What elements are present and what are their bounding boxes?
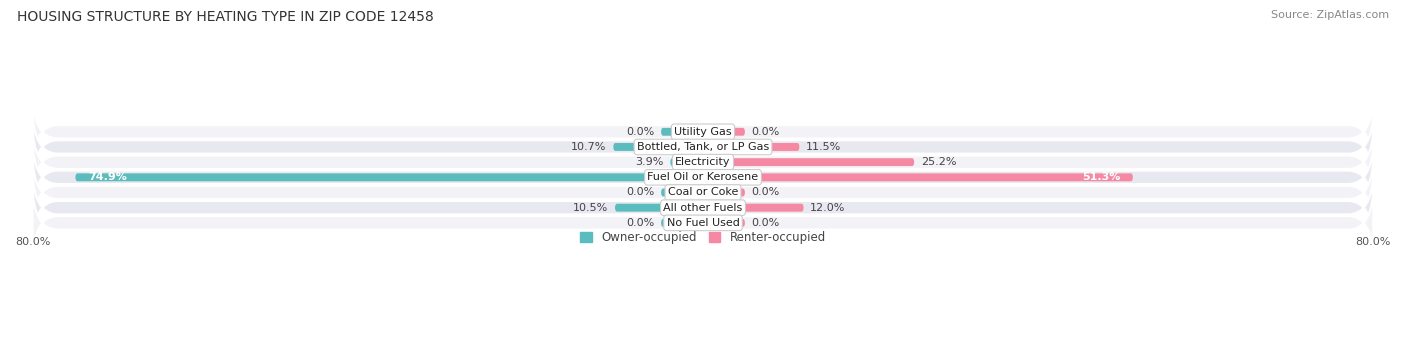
Text: 25.2%: 25.2% — [921, 157, 956, 167]
FancyBboxPatch shape — [703, 143, 800, 151]
FancyBboxPatch shape — [614, 204, 703, 212]
Text: 10.7%: 10.7% — [571, 142, 606, 152]
Text: 0.0%: 0.0% — [752, 218, 780, 228]
FancyBboxPatch shape — [703, 204, 804, 212]
Text: HOUSING STRUCTURE BY HEATING TYPE IN ZIP CODE 12458: HOUSING STRUCTURE BY HEATING TYPE IN ZIP… — [17, 10, 433, 24]
FancyBboxPatch shape — [671, 158, 703, 166]
FancyBboxPatch shape — [703, 189, 745, 196]
FancyBboxPatch shape — [661, 189, 703, 196]
FancyBboxPatch shape — [32, 108, 1374, 186]
Text: Electricity: Electricity — [675, 157, 731, 167]
Text: Bottled, Tank, or LP Gas: Bottled, Tank, or LP Gas — [637, 142, 769, 152]
Text: 11.5%: 11.5% — [806, 142, 841, 152]
FancyBboxPatch shape — [703, 128, 745, 136]
Text: Coal or Coke: Coal or Coke — [668, 188, 738, 197]
Text: Utility Gas: Utility Gas — [675, 127, 731, 137]
FancyBboxPatch shape — [76, 173, 703, 181]
Text: 12.0%: 12.0% — [810, 203, 845, 213]
Text: No Fuel Used: No Fuel Used — [666, 218, 740, 228]
FancyBboxPatch shape — [32, 169, 1374, 247]
FancyBboxPatch shape — [703, 219, 745, 227]
FancyBboxPatch shape — [32, 123, 1374, 201]
FancyBboxPatch shape — [703, 173, 1133, 181]
Text: 0.0%: 0.0% — [626, 188, 654, 197]
FancyBboxPatch shape — [32, 138, 1374, 216]
FancyBboxPatch shape — [32, 93, 1374, 170]
FancyBboxPatch shape — [703, 158, 914, 166]
Text: 51.3%: 51.3% — [1081, 172, 1121, 182]
Text: 10.5%: 10.5% — [574, 203, 609, 213]
Text: Source: ZipAtlas.com: Source: ZipAtlas.com — [1271, 10, 1389, 20]
Text: All other Fuels: All other Fuels — [664, 203, 742, 213]
FancyBboxPatch shape — [661, 128, 703, 136]
Text: 0.0%: 0.0% — [752, 127, 780, 137]
FancyBboxPatch shape — [613, 143, 703, 151]
Text: 0.0%: 0.0% — [626, 127, 654, 137]
Text: 74.9%: 74.9% — [89, 172, 127, 182]
FancyBboxPatch shape — [32, 184, 1374, 262]
FancyBboxPatch shape — [32, 154, 1374, 231]
Text: 3.9%: 3.9% — [636, 157, 664, 167]
Text: 0.0%: 0.0% — [626, 218, 654, 228]
FancyBboxPatch shape — [661, 219, 703, 227]
Legend: Owner-occupied, Renter-occupied: Owner-occupied, Renter-occupied — [575, 226, 831, 249]
Text: Fuel Oil or Kerosene: Fuel Oil or Kerosene — [647, 172, 759, 182]
Text: 0.0%: 0.0% — [752, 188, 780, 197]
